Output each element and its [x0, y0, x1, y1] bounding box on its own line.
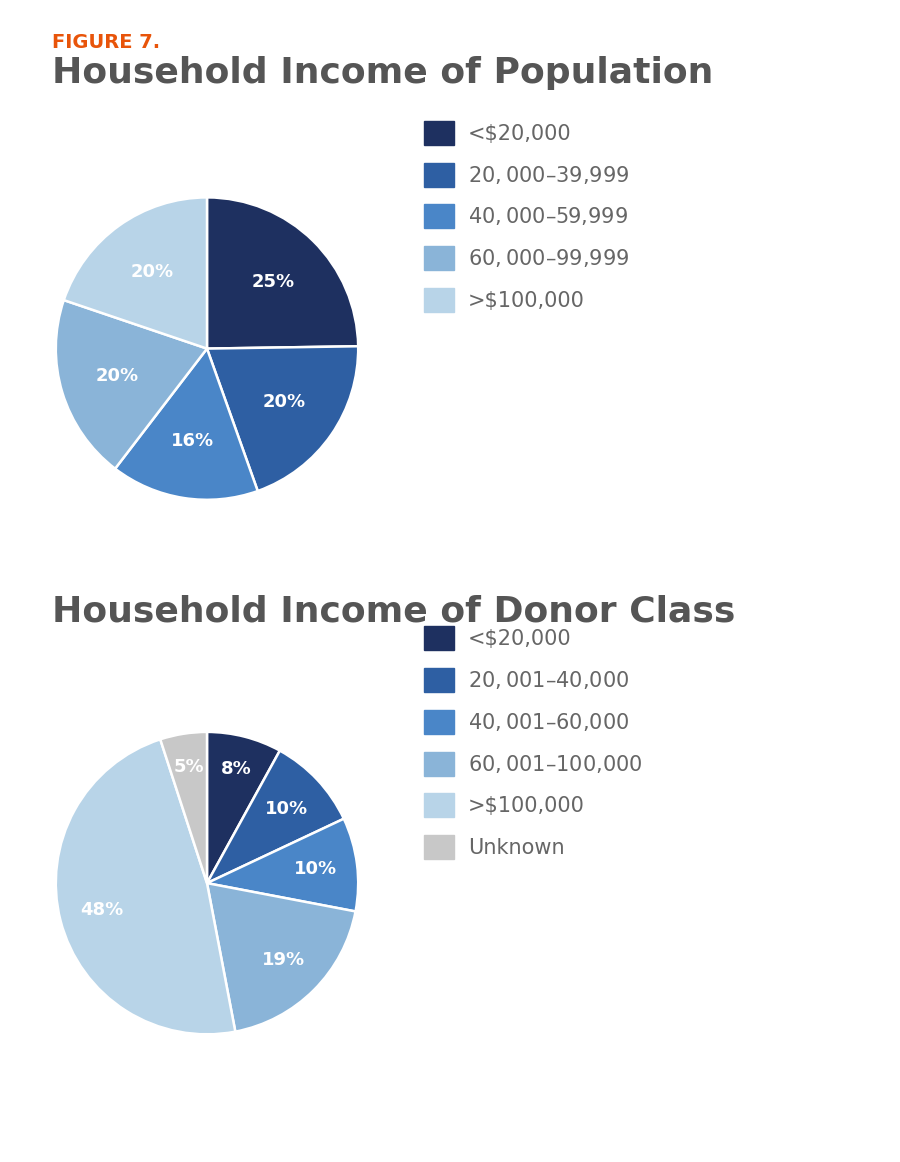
- Text: 10%: 10%: [293, 861, 337, 878]
- Wedge shape: [64, 198, 207, 349]
- Text: 5%: 5%: [173, 758, 204, 776]
- Legend: <$20,000, $20,001–$40,000, $40,001–$60,000, $60,001–$100,000, >$100,000, Unknown: <$20,000, $20,001–$40,000, $40,001–$60,0…: [425, 626, 643, 859]
- Wedge shape: [56, 739, 235, 1034]
- Wedge shape: [115, 349, 257, 500]
- Wedge shape: [160, 732, 207, 883]
- Text: 8%: 8%: [221, 760, 252, 777]
- Text: 16%: 16%: [171, 432, 214, 450]
- Wedge shape: [207, 346, 358, 492]
- Text: 25%: 25%: [251, 273, 294, 290]
- Text: Household Income of Population: Household Income of Population: [52, 56, 714, 89]
- Text: 10%: 10%: [265, 799, 308, 818]
- Text: 48%: 48%: [80, 902, 123, 919]
- Text: 19%: 19%: [263, 952, 305, 969]
- Wedge shape: [207, 819, 358, 911]
- Wedge shape: [207, 751, 344, 883]
- Legend: <$20,000, $20,000–$39,999, $40,000–$59,999, $60,000–$99,999, >$100,000: <$20,000, $20,000–$39,999, $40,000–$59,9…: [425, 121, 629, 311]
- Wedge shape: [207, 732, 280, 883]
- Text: Household Income of Donor Class: Household Income of Donor Class: [52, 595, 735, 629]
- Text: 20%: 20%: [95, 367, 139, 385]
- Text: 20%: 20%: [263, 393, 306, 411]
- Text: 20%: 20%: [130, 264, 174, 281]
- Wedge shape: [56, 300, 207, 468]
- Wedge shape: [207, 198, 358, 349]
- Text: FIGURE 7.: FIGURE 7.: [52, 33, 160, 51]
- Wedge shape: [207, 883, 356, 1032]
